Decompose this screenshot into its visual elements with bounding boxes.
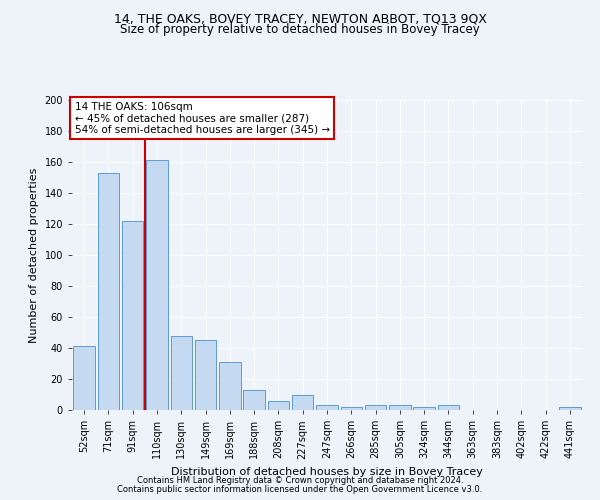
Bar — [122, 221, 143, 410]
Text: 14, THE OAKS, BOVEY TRACEY, NEWTON ABBOT, TQ13 9QX: 14, THE OAKS, BOVEY TRACEY, NEWTON ABBOT… — [113, 12, 487, 26]
Bar — [170, 336, 192, 410]
Bar — [292, 394, 313, 410]
Bar — [341, 407, 362, 410]
X-axis label: Distribution of detached houses by size in Bovey Tracey: Distribution of detached houses by size … — [171, 467, 483, 477]
Bar — [244, 390, 265, 410]
Text: 14 THE OAKS: 106sqm
← 45% of detached houses are smaller (287)
54% of semi-detac: 14 THE OAKS: 106sqm ← 45% of detached ho… — [74, 102, 329, 134]
Bar — [146, 160, 167, 410]
Text: Contains public sector information licensed under the Open Government Licence v3: Contains public sector information licen… — [118, 485, 482, 494]
Bar — [98, 173, 119, 410]
Bar — [438, 406, 459, 410]
Bar — [389, 406, 410, 410]
Bar — [365, 406, 386, 410]
Text: Contains HM Land Registry data © Crown copyright and database right 2024.: Contains HM Land Registry data © Crown c… — [137, 476, 463, 485]
Bar — [316, 406, 338, 410]
Bar — [195, 340, 216, 410]
Bar — [559, 407, 581, 410]
Bar — [268, 400, 289, 410]
Bar — [413, 407, 435, 410]
Bar — [73, 346, 95, 410]
Bar — [219, 362, 241, 410]
Text: Size of property relative to detached houses in Bovey Tracey: Size of property relative to detached ho… — [120, 22, 480, 36]
Y-axis label: Number of detached properties: Number of detached properties — [29, 168, 39, 342]
